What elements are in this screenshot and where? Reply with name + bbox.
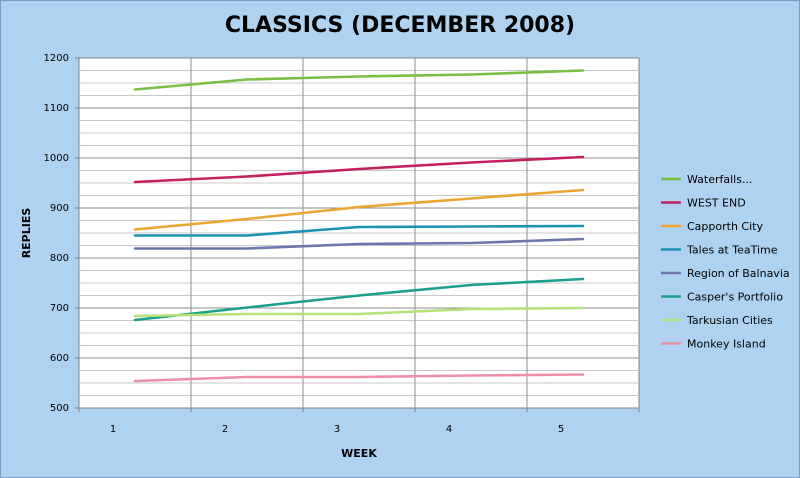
series-line — [133, 373, 585, 383]
x-axis-ticks: 1 2 3 4 5 — [78, 408, 640, 435]
y-tick-label: 500 — [50, 403, 69, 414]
y-axis-ticks: 500 600 700 800 900 1000 1100 1200 — [44, 53, 79, 414]
chart-title: CLASSICS (DECEMBER 2008) — [224, 13, 576, 38]
legend: Waterfalls... WEST END Capporth City Tales … — [661, 173, 790, 351]
gridlines — [79, 58, 639, 408]
series-lines — [133, 69, 585, 383]
y-tick-label: 900 — [50, 203, 69, 214]
legend-entry-label: Casper's Portfolio — [687, 291, 783, 304]
legend-entry-label: Monkey Island — [687, 338, 766, 351]
x-tick-label: 3 — [334, 424, 340, 435]
legend-entry-label: Tales at TeaTime — [686, 244, 778, 257]
legend-entry-label: Capporth City — [687, 220, 763, 233]
x-tick-label: 2 — [222, 424, 228, 435]
series-line — [133, 224, 585, 237]
x-tick-label: 5 — [558, 424, 564, 435]
y-tick-label: 1000 — [44, 153, 69, 164]
y-tick-label: 600 — [50, 353, 69, 364]
y-tick-label: 700 — [50, 303, 69, 314]
y-axis-label: REPLIES — [20, 208, 33, 259]
y-tick-label: 1200 — [44, 53, 69, 64]
y-tick-label: 800 — [50, 253, 69, 264]
legend-entry-label: WEST END — [687, 197, 746, 210]
series-line — [133, 277, 585, 322]
series-line — [133, 237, 585, 250]
series-line — [133, 188, 585, 231]
legend-entry-label: Waterfalls... — [687, 173, 752, 186]
series-line — [133, 306, 585, 318]
x-tick-label: 1 — [110, 424, 116, 435]
legend-entry-label: Region of Balnavia — [687, 267, 790, 280]
legend-entry-label: Tarkusian Cities — [686, 314, 773, 327]
x-tick-label: 4 — [446, 424, 452, 435]
y-tick-label: 1100 — [44, 103, 69, 114]
x-axis-label: WEEK — [341, 447, 377, 460]
series-line — [133, 155, 585, 184]
series-line — [133, 69, 585, 91]
